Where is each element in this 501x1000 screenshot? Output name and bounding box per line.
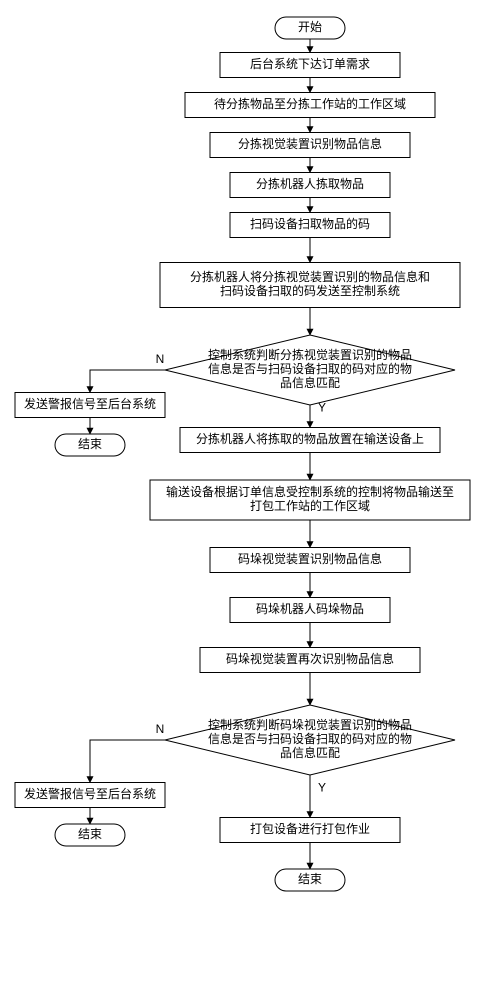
node-text: 码垛机器人码垛物品 <box>256 601 364 616</box>
node-text: 扫码设备扫取物品的码 <box>250 216 370 231</box>
node-text: 后台系统下达订单需求 <box>250 56 370 71</box>
edge-label: Y <box>318 780 326 794</box>
node-n6: 分拣机器人将分拣视觉装置识别的物品信息和扫码设备扫取的码发送至控制系统 <box>160 263 460 308</box>
node-n4: 分拣机器人拣取物品 <box>230 173 390 198</box>
node-text: 扫码设备扫取的码发送至控制系统 <box>220 283 400 298</box>
node-text: 结束 <box>78 827 102 841</box>
node-text: 打包设备进行打包作业 <box>250 822 370 836</box>
node-text: 发送警报信号至后台系统 <box>24 786 156 801</box>
node-n3: 分拣视觉装置识别物品信息 <box>210 133 410 158</box>
node-n11: 码垛视觉装置再次识别物品信息 <box>200 648 420 673</box>
node-a1: 发送警报信号至后台系统 <box>15 393 165 418</box>
node-d1: 控制系统判断分拣视觉装置识别的物品信息是否与扫码设备扫取的码对应的物品信息匹配 <box>165 335 455 405</box>
node-n7: 分拣机器人将拣取的物品放置在输送设备上 <box>180 428 440 453</box>
node-d2: 控制系统判断码垛视觉装置识别的物品信息是否与扫码设备扫取的码对应的物品信息匹配 <box>165 705 455 775</box>
node-text: 控制系统判断码垛视觉装置识别的物品 <box>208 717 412 732</box>
node-text: 结束 <box>78 437 102 451</box>
node-text: 分拣视觉装置识别物品信息 <box>238 136 382 151</box>
node-text: 信息是否与扫码设备扫取的码对应的物 <box>208 361 412 376</box>
node-text: 控制系统判断分拣视觉装置识别的物品 <box>208 347 412 362</box>
node-text: 码垛视觉装置识别物品信息 <box>238 551 382 566</box>
flowchart-canvas: YNYN开始后台系统下达订单需求待分拣物品至分拣工作站的工作区域分拣视觉装置识别… <box>10 10 491 910</box>
node-text: 分拣机器人将拣取的物品放置在输送设备上 <box>196 431 424 446</box>
node-text: 打包工作站的工作区域 <box>250 498 370 513</box>
node-e2: 结束 <box>55 824 125 846</box>
edge-label: N <box>156 722 165 736</box>
node-text: 分拣机器人将分拣视觉装置识别的物品信息和 <box>190 269 430 284</box>
node-text: 发送警报信号至后台系统 <box>24 396 156 411</box>
node-text: 待分拣物品至分拣工作站的工作区域 <box>214 96 406 111</box>
node-n12: 打包设备进行打包作业 <box>220 818 400 843</box>
node-n1: 后台系统下达订单需求 <box>220 53 400 78</box>
node-n2: 待分拣物品至分拣工作站的工作区域 <box>185 93 435 118</box>
node-text: 品信息匹配 <box>280 745 340 760</box>
node-n10: 码垛机器人码垛物品 <box>230 598 390 623</box>
node-text: 信息是否与扫码设备扫取的码对应的物 <box>208 731 412 746</box>
edge <box>90 740 165 783</box>
node-n8: 输送设备根据订单信息受控制系统的控制将物品输送至打包工作站的工作区域 <box>150 480 470 520</box>
edge <box>90 370 165 393</box>
node-e1: 结束 <box>55 434 125 456</box>
edge-label: N <box>156 352 165 366</box>
node-a2: 发送警报信号至后台系统 <box>15 783 165 808</box>
node-end: 结束 <box>275 869 345 891</box>
node-n5: 扫码设备扫取物品的码 <box>230 213 390 238</box>
node-n9: 码垛视觉装置识别物品信息 <box>210 548 410 573</box>
node-text: 输送设备根据订单信息受控制系统的控制将物品输送至 <box>166 484 454 499</box>
node-text: 开始 <box>298 20 322 34</box>
node-text: 码垛视觉装置再次识别物品信息 <box>226 651 394 666</box>
node-text: 结束 <box>298 872 322 886</box>
node-start: 开始 <box>275 17 345 39</box>
node-text: 品信息匹配 <box>280 375 340 390</box>
node-text: 分拣机器人拣取物品 <box>256 176 364 191</box>
